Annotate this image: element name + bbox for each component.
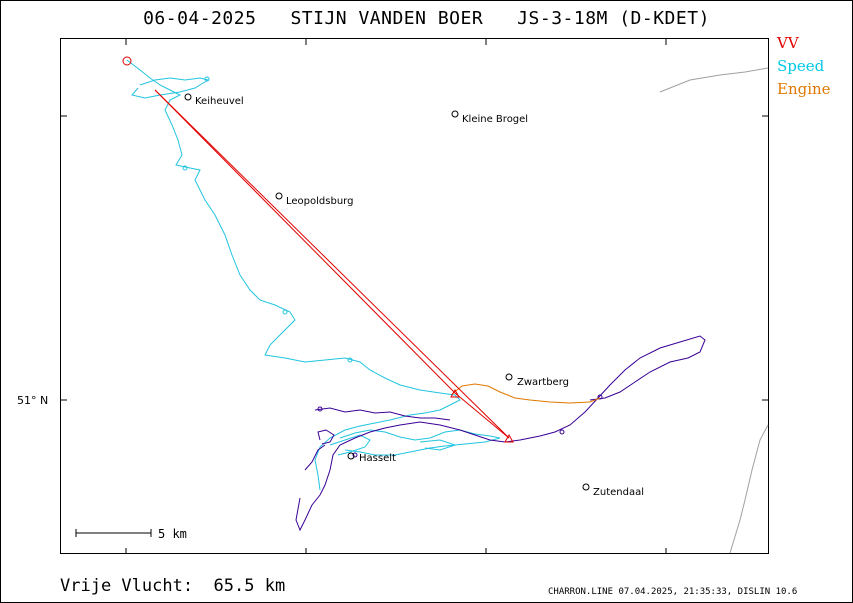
place-label: Leopoldsburg xyxy=(286,196,353,207)
place-marker xyxy=(451,110,459,118)
place-marker xyxy=(505,373,513,381)
distance-value: 65.5 km xyxy=(213,576,286,596)
place-label: Zwartberg xyxy=(517,377,569,388)
legend-item-vv: VV xyxy=(777,34,799,52)
legend-label-vv: VV xyxy=(777,34,799,52)
scale-label: 5 km xyxy=(158,527,187,541)
engine-track xyxy=(451,383,601,404)
place-label: Zutendaal xyxy=(593,487,644,498)
place-marker xyxy=(184,93,192,101)
turnpoint-marker xyxy=(504,433,514,443)
place-marker xyxy=(275,192,283,200)
legend-label-speed: Speed xyxy=(777,57,825,75)
place-marker xyxy=(582,483,590,491)
latitude-label: 51° N xyxy=(17,394,48,407)
speed-track xyxy=(126,59,501,491)
place-label: Hasselt xyxy=(359,453,396,464)
start-marker xyxy=(122,56,132,66)
turnpoint-marker xyxy=(450,388,460,398)
legend-label-engine: Engine xyxy=(777,80,831,98)
distance-label: Vrije Vlucht: xyxy=(60,576,194,596)
place-label: Kleine Brogel xyxy=(462,114,528,125)
page-title: 06-04-2025 STIJN VANDEN BOER JS-3-18M (D… xyxy=(143,8,710,29)
scale-bar xyxy=(75,529,152,537)
legend-item-engine: Engine xyxy=(777,80,831,98)
map-frame xyxy=(60,38,769,554)
legend-item-speed: Speed xyxy=(777,57,824,75)
place-marker xyxy=(347,452,355,460)
country-border xyxy=(659,67,769,554)
credits: CHARRON.LINE 07.04.2025, 21:35:33, DISLI… xyxy=(548,587,798,597)
distance-readout: Vrije Vlucht: 65.5 km xyxy=(60,576,285,596)
vv-line xyxy=(122,56,514,443)
place-markers xyxy=(184,93,590,491)
axis-ticks xyxy=(61,39,768,554)
climb-track xyxy=(295,335,706,532)
place-label: Keiheuvel xyxy=(195,96,244,107)
